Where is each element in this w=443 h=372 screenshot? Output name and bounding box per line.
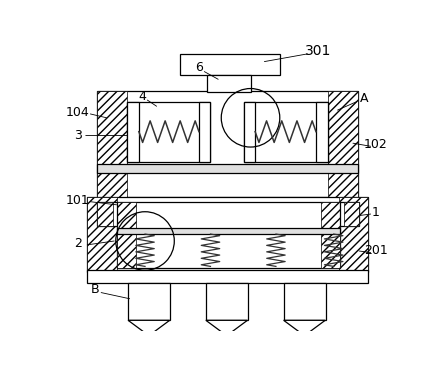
Bar — [128, 283, 171, 320]
Text: 104: 104 — [66, 106, 90, 119]
Bar — [97, 164, 358, 173]
Bar — [87, 270, 368, 283]
Text: 4: 4 — [139, 90, 147, 103]
Bar — [244, 102, 327, 162]
Bar — [117, 202, 340, 268]
Bar — [97, 91, 358, 197]
Bar — [87, 197, 117, 272]
Bar — [127, 102, 139, 162]
Bar — [117, 228, 340, 234]
Text: 3: 3 — [74, 129, 82, 142]
Bar — [206, 76, 251, 92]
Text: A: A — [360, 92, 369, 105]
Text: B: B — [91, 283, 99, 296]
Bar — [199, 102, 210, 162]
Bar — [340, 202, 359, 225]
Bar — [87, 197, 368, 272]
Text: 201: 201 — [364, 244, 388, 257]
Bar — [327, 91, 358, 197]
Text: 2: 2 — [74, 237, 82, 250]
Bar — [97, 202, 113, 225]
Bar — [97, 91, 127, 197]
Bar — [316, 102, 327, 162]
Text: 301: 301 — [305, 44, 331, 58]
Text: 102: 102 — [364, 138, 388, 151]
Text: 101: 101 — [66, 194, 90, 207]
Bar — [244, 102, 255, 162]
Text: 1: 1 — [372, 206, 380, 219]
Bar — [127, 102, 210, 162]
Bar — [339, 197, 368, 272]
Bar — [206, 283, 248, 320]
Bar — [344, 202, 359, 225]
Polygon shape — [206, 320, 248, 336]
Bar — [284, 283, 326, 320]
Polygon shape — [284, 320, 325, 336]
Polygon shape — [128, 320, 170, 336]
Text: 6: 6 — [195, 61, 203, 74]
Bar — [321, 202, 340, 268]
Bar — [97, 202, 117, 225]
Bar — [117, 202, 136, 268]
Bar — [180, 54, 280, 76]
